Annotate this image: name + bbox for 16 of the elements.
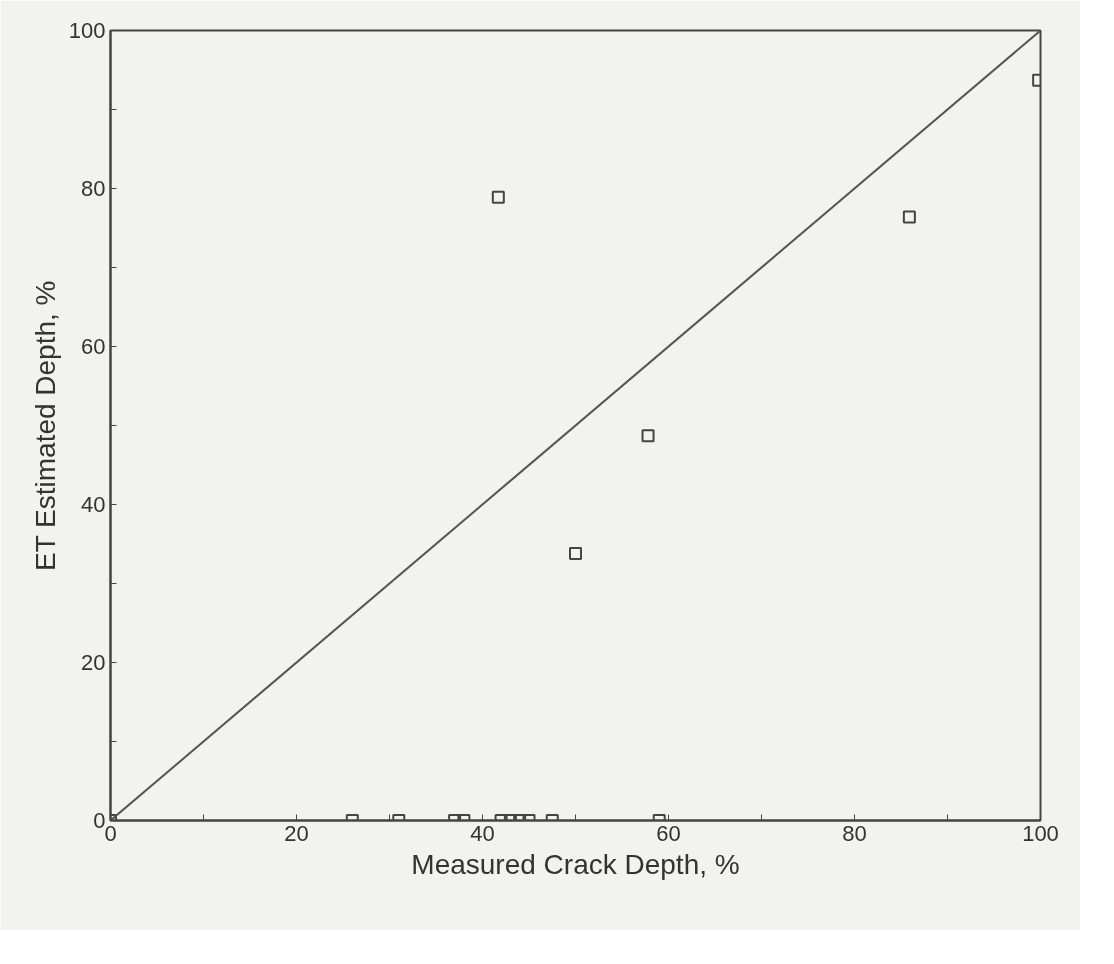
y-axis-title: ET Estimated Depth, %: [29, 280, 61, 571]
point: [641, 429, 655, 443]
x-tick-label: 60: [656, 820, 681, 846]
x-tick-label: 40: [470, 820, 495, 846]
x-tick-label: 20: [284, 820, 309, 846]
x-tick-label: 100: [1022, 820, 1059, 846]
point: [491, 190, 505, 204]
y-tick-label: 40: [81, 492, 106, 517]
x-axis-title: Measured Crack Depth, %: [411, 848, 740, 880]
x-tick-label: 80: [842, 820, 867, 846]
point: [569, 546, 582, 560]
y-tick-label: 80: [81, 176, 106, 201]
y-tick-label: 20: [81, 650, 106, 675]
y-tick-label: 100: [68, 18, 106, 43]
y-tick-label: 60: [81, 334, 106, 359]
point: [902, 210, 916, 224]
